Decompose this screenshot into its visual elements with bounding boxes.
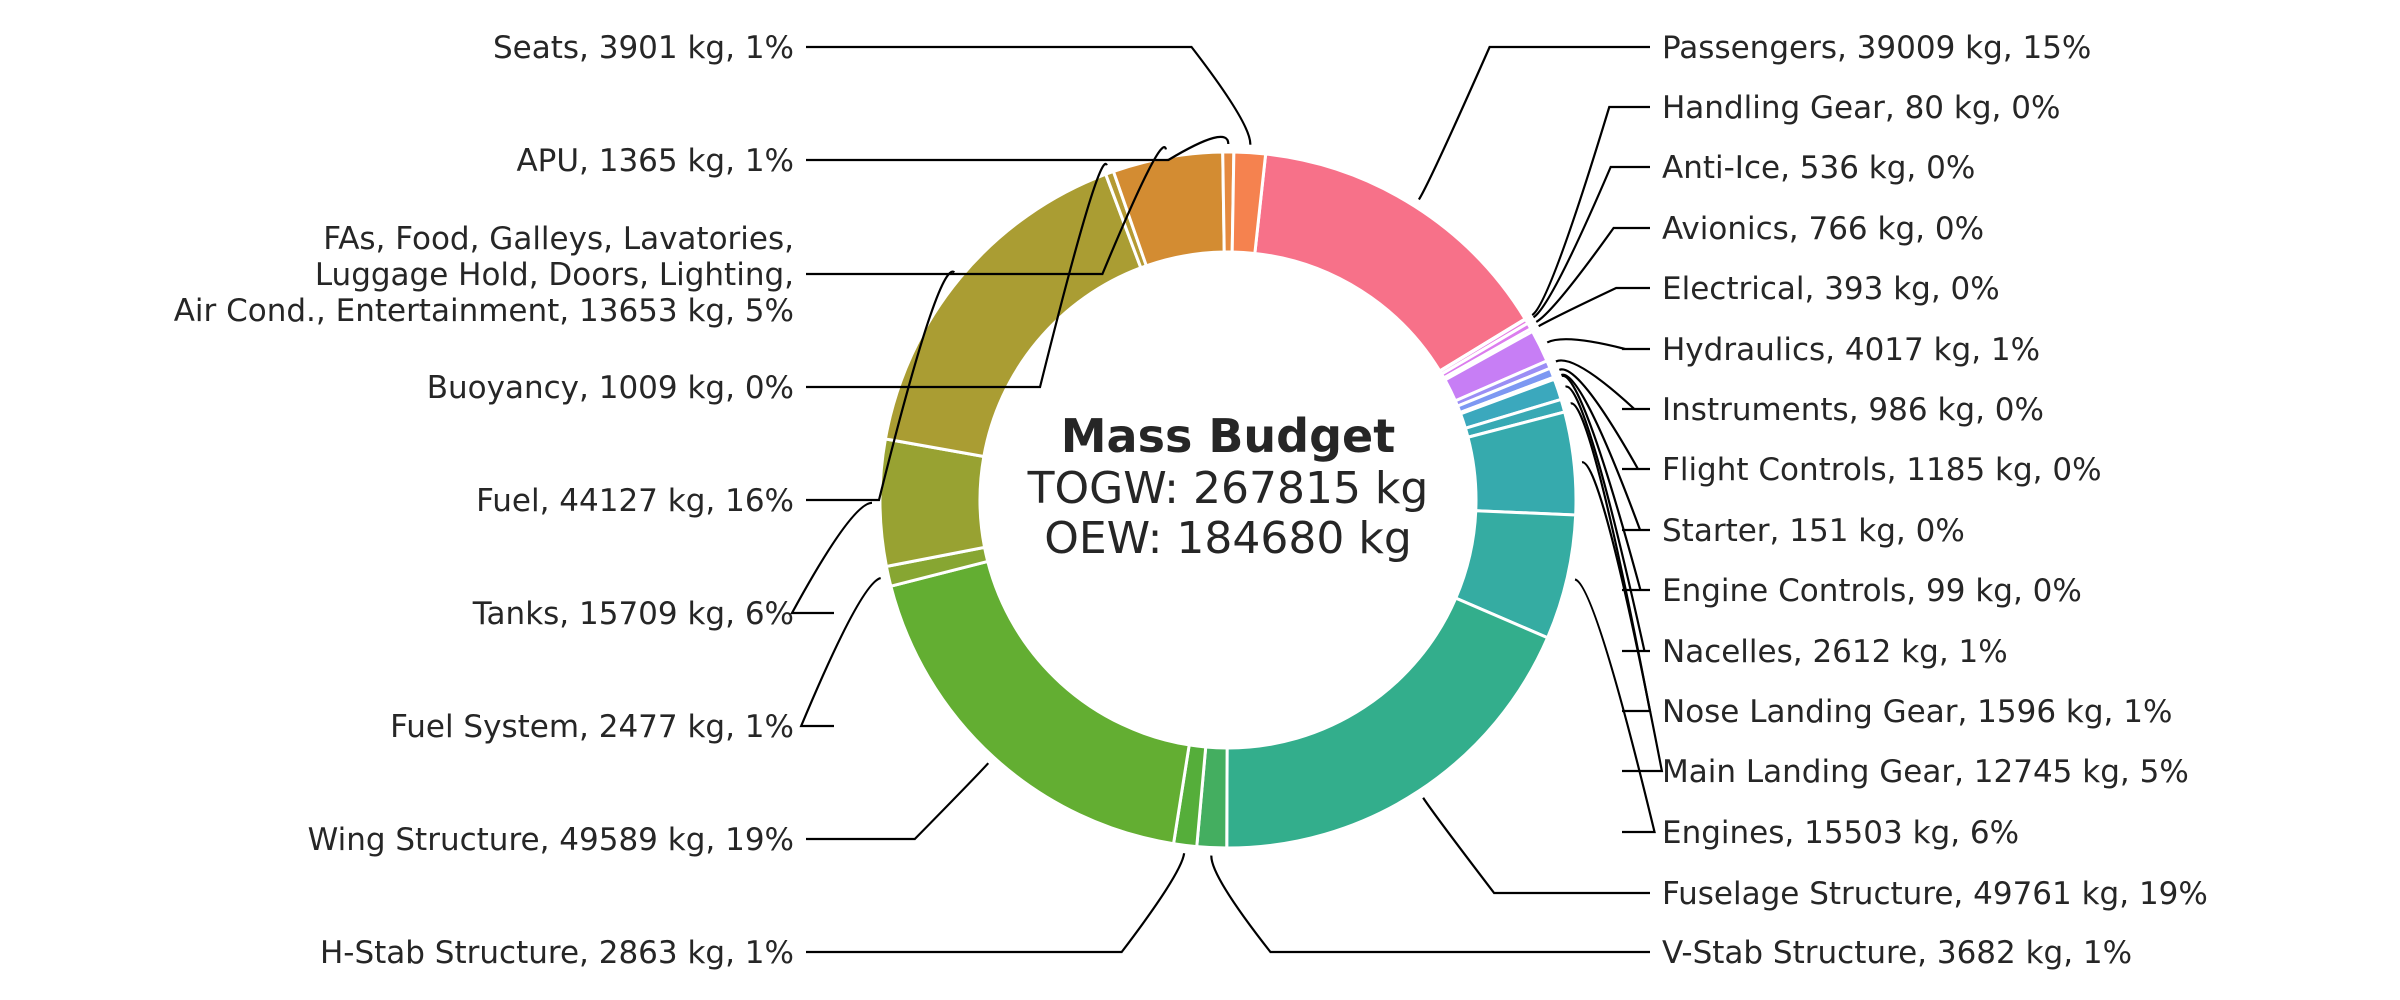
- leader-h-stab-structure: [806, 853, 1186, 954]
- label-buoyancy: Buoyancy, 1009 kg, 0%: [427, 370, 794, 406]
- label-engines: Engines, 15503 kg, 6%: [1662, 815, 2019, 851]
- label-fas: FAs, Food, Galleys, Lavatories, Luggage H…: [174, 221, 794, 329]
- label-main-landing-gear: Main Landing Gear, 12745 kg, 5%: [1662, 754, 2189, 790]
- slice-fuselage-structure: [1225, 596, 1550, 850]
- slice-wing-structure: [889, 559, 1191, 846]
- leader-fuselage-structure: [1422, 797, 1650, 895]
- label-hydraulics: Hydraulics, 4017 kg, 1%: [1662, 332, 2040, 368]
- leader-hydraulics: [1546, 338, 1650, 351]
- label-nacelles: Nacelles, 2612 kg, 1%: [1662, 634, 2008, 670]
- leader-fuel-system: [799, 577, 882, 728]
- leader-starter: [1560, 373, 1650, 532]
- label-instruments: Instruments, 986 kg, 0%: [1662, 392, 2044, 428]
- label-starter: Starter, 151 kg, 0%: [1662, 513, 1965, 549]
- leader-lines-group: [790, 45, 1664, 954]
- leader-apu: [806, 135, 1230, 162]
- label-fuel-system: Fuel System, 2477 kg, 1%: [390, 709, 794, 745]
- leader-wing-structure: [806, 762, 990, 841]
- leader-flight-controls: [1558, 368, 1650, 471]
- leader-electrical: [1538, 286, 1650, 328]
- leader-avionics: [1535, 226, 1650, 323]
- leader-fas: [806, 146, 1167, 276]
- leader-v-stab-structure: [1210, 855, 1650, 954]
- label-handling-gear: Handling Gear, 80 kg, 0%: [1662, 90, 2060, 126]
- center-togw: TOGW: 267815 kg: [1027, 463, 1429, 514]
- label-h-stab-structure: H-Stab Structure, 2863 kg, 1%: [320, 935, 794, 971]
- label-nose-landing-gear: Nose Landing Gear, 1596 kg, 1%: [1662, 694, 2172, 730]
- slices-group: [878, 150, 1578, 850]
- leader-seats: [806, 45, 1252, 145]
- slice-seats: [1230, 150, 1268, 256]
- label-tanks: Tanks, 15709 kg, 6%: [472, 596, 794, 632]
- leader-anti-ice: [1532, 165, 1650, 319]
- slice-passengers: [1253, 152, 1528, 374]
- leader-nacelles: [1565, 385, 1650, 653]
- label-electrical: Electrical, 393 kg, 0%: [1662, 271, 2000, 307]
- label-engine-controls: Engine Controls, 99 kg, 0%: [1662, 573, 2082, 609]
- leader-handling-gear: [1531, 105, 1650, 316]
- center-title: Mass Budget: [1061, 409, 1395, 463]
- label-fuselage-structure: Fuselage Structure, 49761 kg, 19%: [1662, 876, 2208, 912]
- label-apu: APU, 1365 kg, 1%: [516, 143, 794, 179]
- label-fuel: Fuel, 44127 kg, 16%: [476, 483, 794, 519]
- label-avionics: Avionics, 766 kg, 0%: [1662, 211, 1984, 247]
- leader-engine-controls: [1561, 374, 1650, 592]
- leader-main-landing-gear: [1581, 461, 1664, 773]
- slice-labels-group: Passengers, 39009 kg, 15% Handling Gear, …: [174, 30, 2208, 971]
- leader-tanks: [790, 501, 873, 615]
- leader-buoyancy: [806, 162, 1108, 389]
- label-passengers: Passengers, 39009 kg, 15%: [1662, 30, 2091, 66]
- center-oew: OEW: 184680 kg: [1044, 513, 1412, 564]
- leader-engines: [1574, 578, 1656, 834]
- label-anti-ice: Anti-Ice, 536 kg, 0%: [1662, 150, 1975, 186]
- label-wing-structure: Wing Structure, 49589 kg, 19%: [308, 822, 794, 858]
- slice-tanks: [878, 437, 987, 569]
- leader-instruments: [1555, 359, 1650, 411]
- leader-passengers: [1417, 45, 1650, 201]
- label-seats: Seats, 3901 kg, 1%: [493, 30, 794, 66]
- label-flight-controls: Flight Controls, 1185 kg, 0%: [1662, 452, 2102, 488]
- label-v-stab-structure: V-Stab Structure, 3682 kg, 1%: [1662, 935, 2132, 971]
